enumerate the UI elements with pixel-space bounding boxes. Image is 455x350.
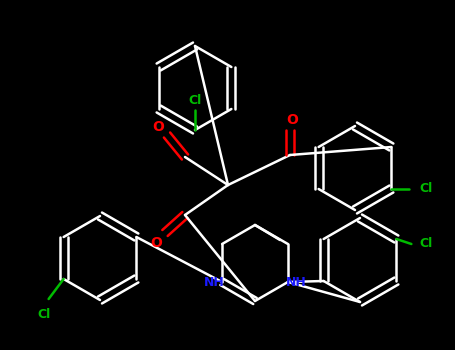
Text: NH: NH bbox=[204, 275, 224, 288]
Text: NH: NH bbox=[286, 275, 306, 288]
Text: O: O bbox=[286, 113, 298, 127]
Text: Cl: Cl bbox=[420, 182, 433, 196]
Text: O: O bbox=[152, 120, 164, 134]
Text: Cl: Cl bbox=[37, 308, 50, 322]
Text: Cl: Cl bbox=[420, 238, 433, 251]
Text: O: O bbox=[150, 236, 162, 250]
Text: Cl: Cl bbox=[188, 94, 202, 107]
